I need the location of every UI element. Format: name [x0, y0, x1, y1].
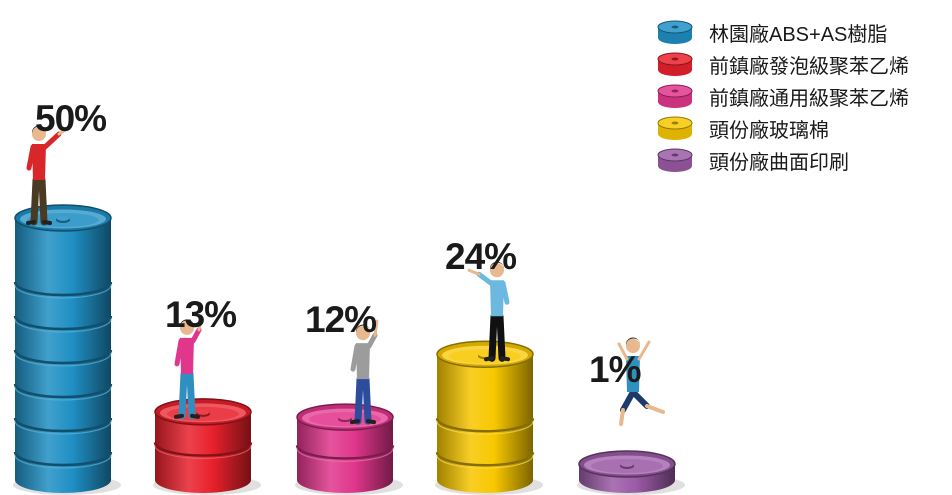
- legend-label: 前鎮廠發泡級聚苯乙烯: [709, 55, 909, 78]
- barrel-1: [13, 204, 121, 495]
- value-label-2: 13%: [165, 293, 237, 335]
- barrel-icon: [657, 84, 693, 108]
- legend: 林園廠ABS+AS樹脂 前鎮廠發泡級聚苯乙烯 前鎮廠通用級聚苯乙烯 頭份廠玻璃棉 頭份廠…: [655, 16, 909, 176]
- legend-item-4: 頭份廠玻璃棉: [655, 112, 909, 144]
- figure-2: [174, 314, 203, 420]
- value-label-4: 24%: [445, 236, 517, 278]
- legend-item-3: 前鎮廠通用級聚苯乙烯: [655, 80, 909, 112]
- barrels: [13, 204, 685, 495]
- value-label-5: 1%: [589, 349, 641, 390]
- barrel-2: [153, 398, 261, 495]
- barrel-icon: [657, 52, 693, 76]
- legend-item-2: 前鎮廠發泡級聚苯乙烯: [655, 48, 909, 80]
- legend-item-5: 頭份廠曲面印刷: [655, 144, 909, 176]
- barrel-5: [577, 450, 685, 495]
- legend-label: 前鎮廠通用級聚苯乙烯: [709, 87, 909, 110]
- barrel-icon: [657, 148, 693, 172]
- legend-label: 林園廠ABS+AS樹脂: [709, 23, 888, 46]
- value-label-3: 12%: [305, 299, 377, 341]
- barrel-4: [435, 340, 543, 495]
- figure-1: [26, 124, 73, 226]
- legend-item-1: 林園廠ABS+AS樹脂: [655, 16, 909, 48]
- barrel-icon: [657, 20, 693, 44]
- figure-4: [467, 261, 510, 362]
- legend-label: 頭份廠玻璃棉: [709, 119, 829, 142]
- value-label-1: 50%: [35, 98, 107, 139]
- barrel-3: [295, 403, 403, 495]
- figure-3: [350, 319, 379, 425]
- barrel-icon: [657, 116, 693, 140]
- legend-label: 頭份廠曲面印刷: [709, 151, 849, 174]
- figure-5: [617, 337, 665, 426]
